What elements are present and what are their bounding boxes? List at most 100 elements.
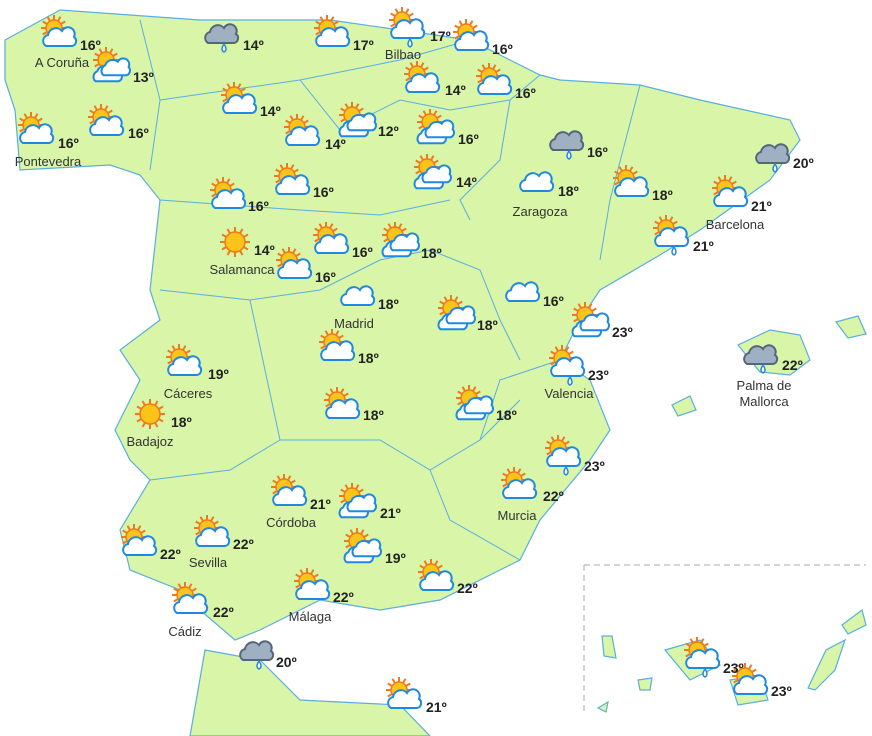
- weather-icon: [732, 663, 769, 695]
- temperature: 23º: [584, 458, 605, 474]
- sun-ray: [685, 653, 691, 658]
- sun-ray: [42, 31, 48, 36]
- sun-ray: [717, 176, 722, 182]
- weather-icon: [135, 399, 165, 429]
- cloud: [713, 186, 749, 207]
- temperature: 16º: [492, 41, 513, 57]
- cloud: [275, 174, 311, 195]
- sun-ray: [360, 529, 365, 535]
- sun-ray: [390, 12, 396, 17]
- sun-ray: [422, 110, 427, 116]
- weather-icon: [453, 19, 490, 51]
- rain-drop: [256, 659, 262, 670]
- sun-ray: [171, 345, 176, 351]
- sun-ray: [315, 31, 321, 36]
- sun-ray: [454, 296, 459, 302]
- sun-ray: [315, 20, 321, 25]
- sun-ray: [173, 587, 179, 592]
- cloud: [390, 18, 426, 39]
- weather-icon: [743, 344, 779, 374]
- sun-ray: [420, 62, 425, 68]
- sun-ray: [502, 472, 508, 477]
- sun-ray: [338, 334, 344, 339]
- sun-ray: [185, 349, 191, 354]
- temperature: 19º: [208, 366, 229, 382]
- sun-ray: [277, 252, 283, 257]
- sun-ray: [290, 164, 295, 170]
- sun-ray: [318, 223, 323, 229]
- sun-ray: [564, 440, 570, 445]
- sun-ray: [34, 113, 39, 119]
- temperature: 22º: [457, 580, 478, 596]
- sun-ray: [344, 103, 349, 109]
- sun-ray: [275, 168, 281, 173]
- ibiza: [671, 395, 697, 417]
- sun-ray: [481, 64, 486, 70]
- sun-ray: [94, 52, 100, 57]
- sun-ray: [221, 233, 227, 238]
- sun-ray: [93, 105, 98, 111]
- sun-ray: [669, 216, 674, 222]
- sun-ray: [733, 679, 739, 684]
- sun-ray: [293, 168, 299, 173]
- sun-ray: [703, 642, 709, 647]
- temperature: 14º: [254, 242, 275, 258]
- sun-ray: [140, 529, 146, 534]
- weather-icon: [455, 385, 494, 421]
- weather-icon: [338, 102, 377, 138]
- weather-icon: [613, 165, 650, 197]
- sun-ray: [457, 300, 463, 305]
- sun-ray: [415, 170, 421, 175]
- cloud: [424, 119, 455, 139]
- la-gomera: [637, 677, 653, 691]
- sun-ray: [19, 128, 25, 133]
- sun-ray: [383, 238, 389, 243]
- sun-ray: [109, 48, 114, 54]
- sun-ray: [182, 345, 187, 351]
- sun-ray: [689, 638, 694, 644]
- temperature: 18º: [477, 317, 498, 333]
- sun-ray: [402, 678, 407, 684]
- sun-ray: [211, 182, 217, 187]
- sun-ray: [19, 117, 25, 122]
- cloud: [743, 344, 779, 365]
- sun-ray: [654, 231, 660, 236]
- sun-ray: [345, 533, 351, 538]
- sun-ray: [195, 531, 201, 536]
- temperature: 14º: [325, 136, 346, 152]
- cloud: [733, 674, 769, 695]
- sun-ray: [240, 87, 246, 92]
- sun-ray: [713, 191, 719, 196]
- temperature: 23º: [612, 324, 633, 340]
- weather-icon: [416, 109, 455, 145]
- weather-icon: [404, 61, 441, 93]
- sun-ray: [290, 479, 296, 484]
- sun-ray: [295, 573, 301, 578]
- weather-icon: [418, 559, 455, 591]
- sun-ray: [23, 113, 28, 119]
- cloud: [405, 72, 441, 93]
- sun-ray: [239, 250, 244, 256]
- weather-icon: [386, 677, 423, 709]
- sun-ray: [94, 63, 100, 68]
- sun-ray: [141, 422, 146, 428]
- sun-ray: [355, 484, 360, 490]
- rain-drop: [760, 363, 766, 374]
- temperature: 18º: [496, 407, 517, 423]
- sun-ray: [419, 575, 425, 580]
- cloud: [272, 485, 308, 506]
- cloud: [387, 688, 423, 709]
- sun-ray: [177, 583, 182, 589]
- cloud: [314, 233, 350, 254]
- sun-ray: [394, 8, 399, 14]
- menorca: [834, 315, 867, 339]
- rain-drop: [566, 149, 572, 160]
- temperature: 22º: [233, 536, 254, 552]
- cloud: [122, 535, 158, 556]
- temperature: 18º: [558, 183, 579, 199]
- weather-icon: [381, 222, 420, 258]
- sun-ray: [398, 223, 403, 229]
- sun-ray: [457, 401, 463, 406]
- temperature: 14º: [243, 37, 264, 53]
